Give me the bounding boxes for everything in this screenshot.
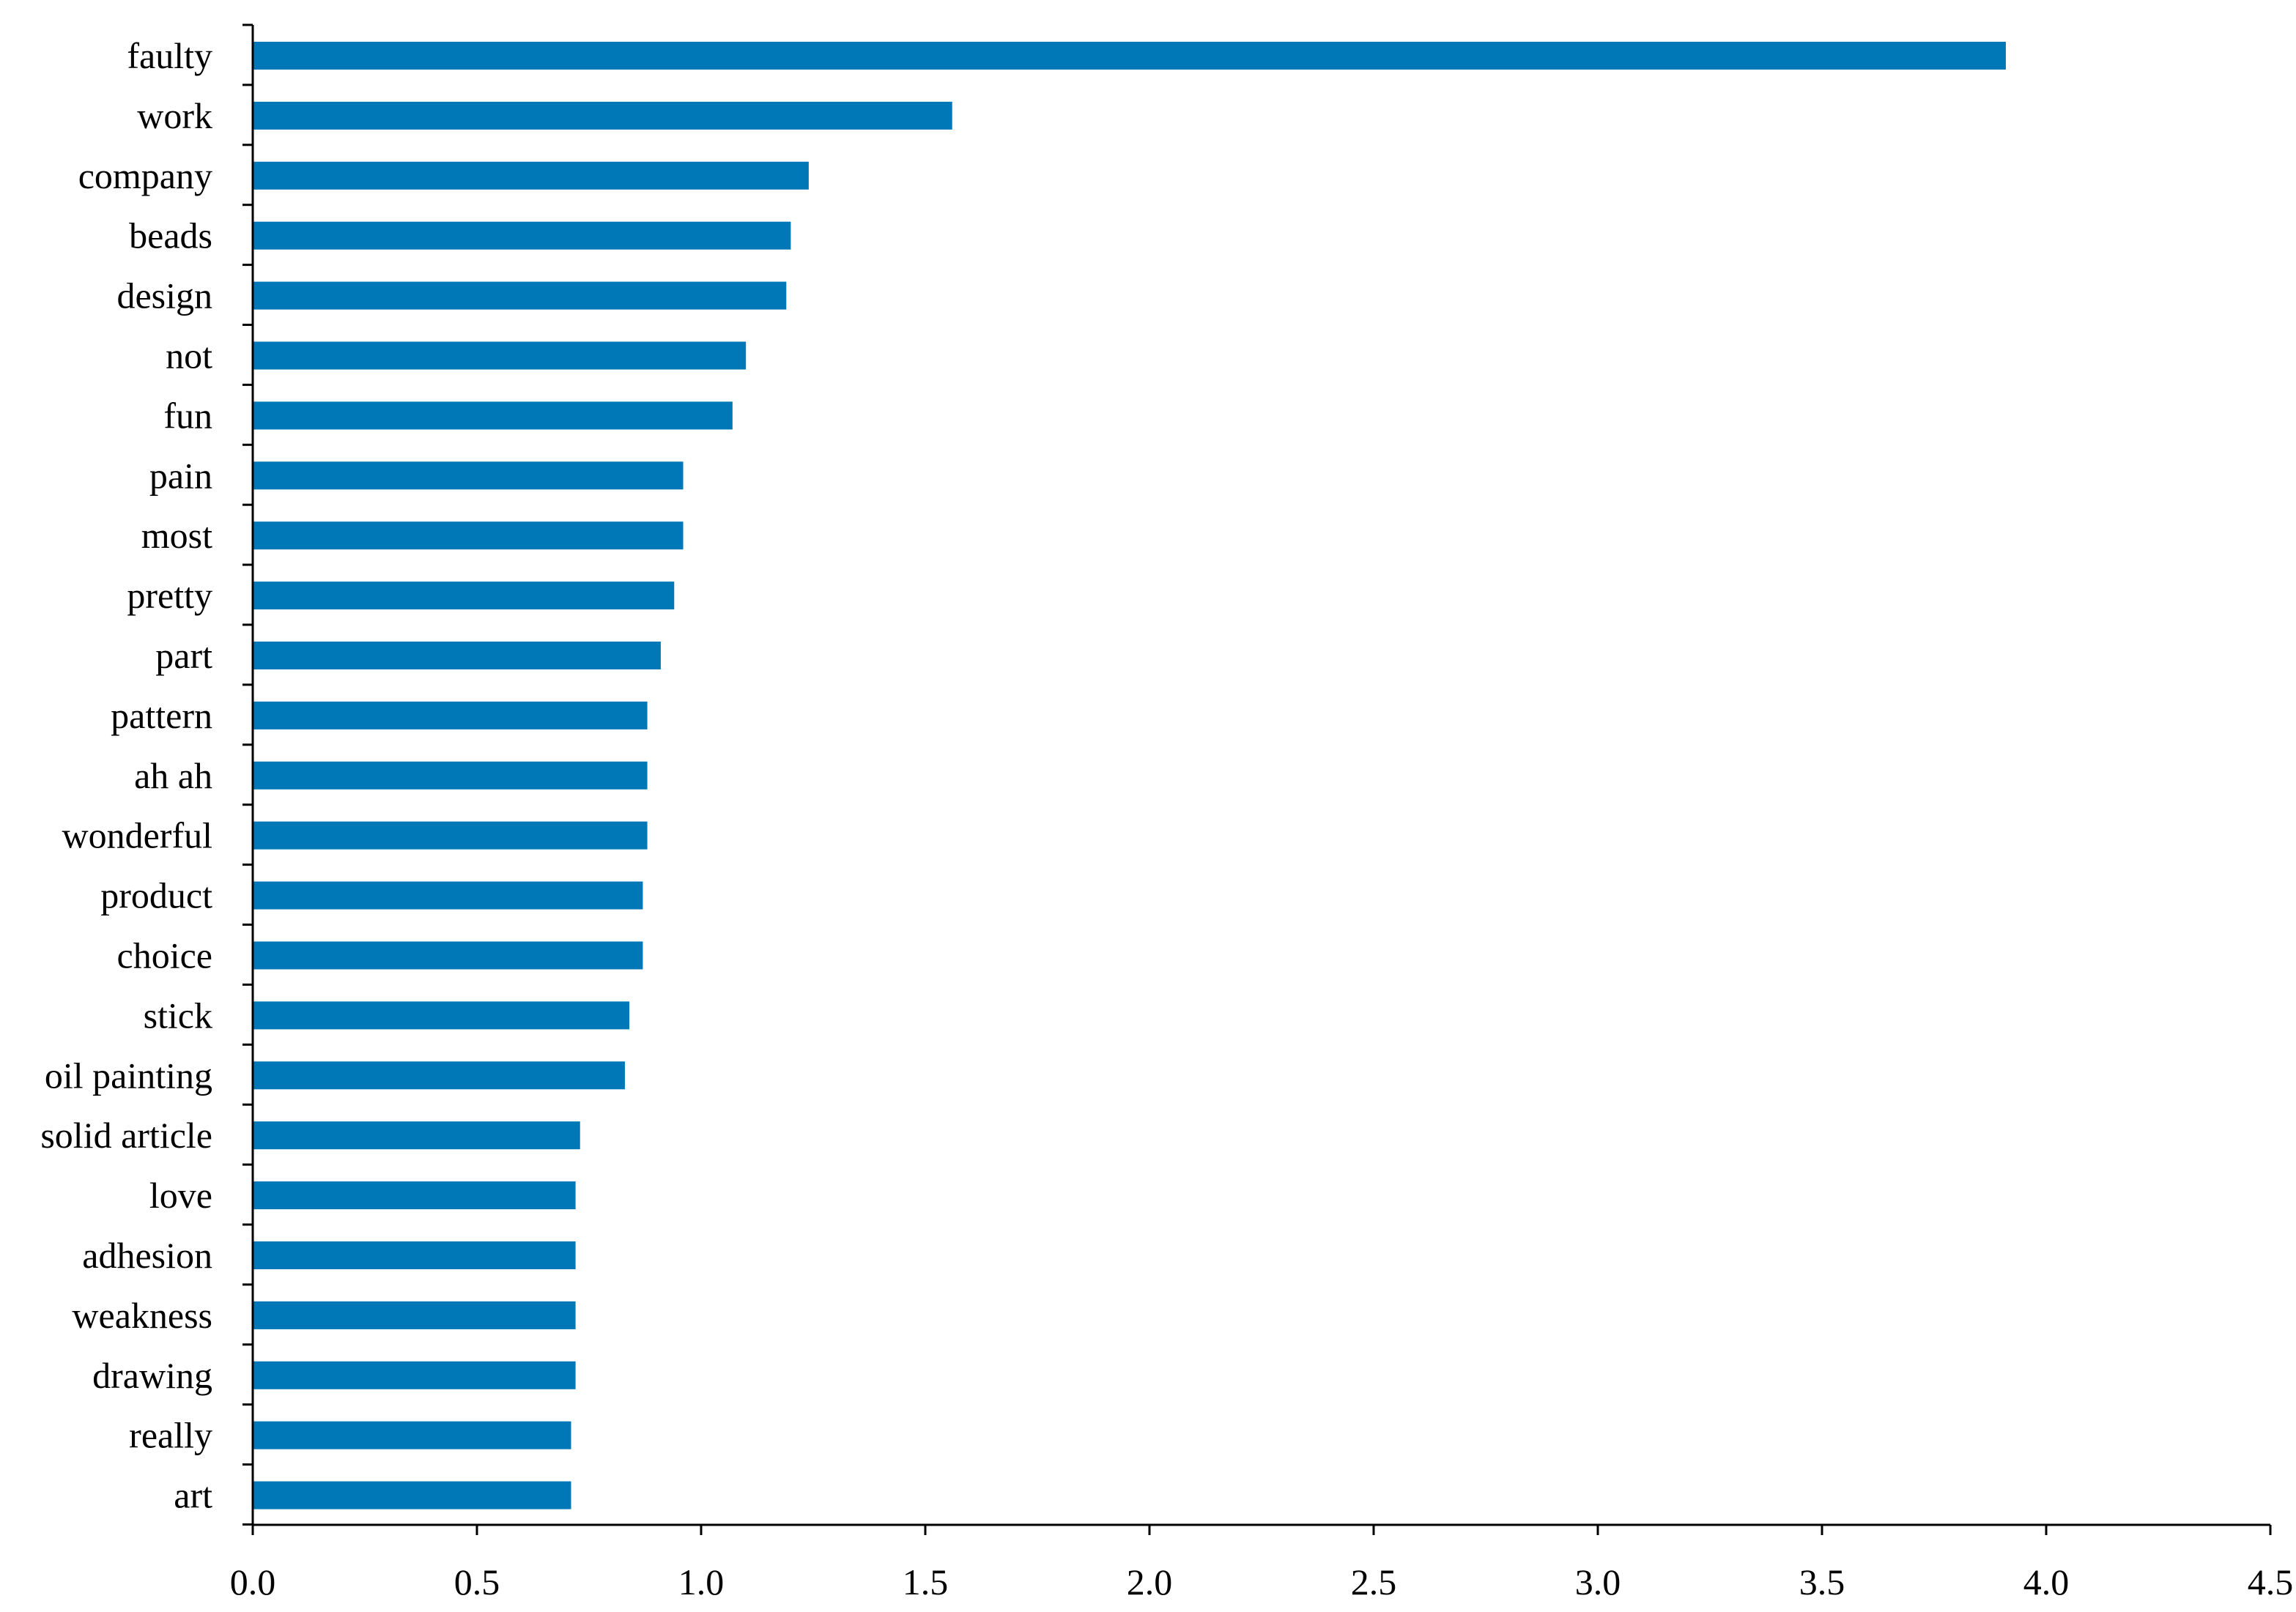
category-label: weakness [72, 1295, 212, 1336]
category-label: love [149, 1175, 212, 1216]
bar-really [253, 1421, 571, 1449]
bar-pretty [253, 582, 675, 610]
category-label: choice [117, 935, 212, 976]
category-label: adhesion [82, 1235, 212, 1276]
category-label: faulty [127, 35, 212, 76]
bar-beads [253, 221, 791, 250]
category-labels-group: faulty work company beads design not fun pain mo… [40, 35, 212, 1516]
category-label: really [129, 1415, 212, 1456]
y-axis-ticks-group [242, 23, 253, 1526]
x-tick-label: 0.5 [454, 1561, 500, 1602]
category-label: not [166, 335, 212, 376]
bar-faulty [253, 42, 2006, 70]
bar-fun [253, 401, 733, 430]
x-tick-label: 1.0 [678, 1561, 725, 1602]
bar-weakness [253, 1301, 576, 1329]
category-label: stick [144, 995, 212, 1036]
bar-solid-article [253, 1121, 580, 1150]
bar-not [253, 341, 747, 370]
x-tick-label: 3.0 [1575, 1561, 1621, 1602]
bar-product [253, 881, 643, 910]
category-label: product [100, 875, 212, 916]
bar-stick [253, 1001, 630, 1030]
category-label: pattern [111, 695, 212, 736]
category-label: ah ah [134, 755, 212, 796]
bar-design [253, 281, 787, 310]
category-label: oil painting [45, 1055, 212, 1096]
x-tick-label: 4.5 [2248, 1561, 2294, 1602]
x-tick-label: 2.5 [1351, 1561, 1397, 1602]
bar-adhesion [253, 1241, 576, 1269]
bar-drawing [253, 1361, 576, 1389]
x-tick-label: 2.0 [1127, 1561, 1173, 1602]
category-label: pain [149, 455, 212, 496]
x-tick-label: 0.0 [230, 1561, 276, 1602]
category-label: fun [163, 395, 212, 436]
bar-art [253, 1481, 571, 1509]
bar-work [253, 101, 952, 130]
category-label: art [174, 1475, 212, 1516]
category-label: wonderful [62, 815, 213, 856]
x-tick-label: 1.5 [903, 1561, 949, 1602]
category-label: pretty [127, 575, 212, 616]
x-tick-label: 4.0 [2023, 1561, 2070, 1602]
bar-most [253, 521, 684, 550]
bar-oil-painting [253, 1061, 625, 1090]
bar-choice [253, 941, 643, 970]
bar-ah-ah [253, 761, 648, 790]
x-axis-ticks-group: 0.0 0.5 1.0 1.5 2.0 2.5 3.0 3.5 4.0 4.5 [230, 1525, 2294, 1602]
category-label: part [155, 635, 212, 676]
category-label: solid article [40, 1115, 212, 1156]
bars-group [253, 42, 2006, 1509]
category-label: drawing [92, 1355, 212, 1396]
category-label: company [78, 155, 212, 196]
bar-wonderful [253, 821, 648, 850]
category-label: beads [129, 215, 212, 256]
category-label: most [141, 515, 212, 556]
category-label: design [116, 275, 212, 316]
bar-pattern [253, 701, 648, 729]
category-label: work [137, 95, 212, 136]
x-tick-label: 3.5 [1799, 1561, 1845, 1602]
bar-love [253, 1181, 576, 1210]
bar-pain [253, 461, 684, 490]
bar-company [253, 161, 809, 190]
bar-part [253, 642, 661, 669]
